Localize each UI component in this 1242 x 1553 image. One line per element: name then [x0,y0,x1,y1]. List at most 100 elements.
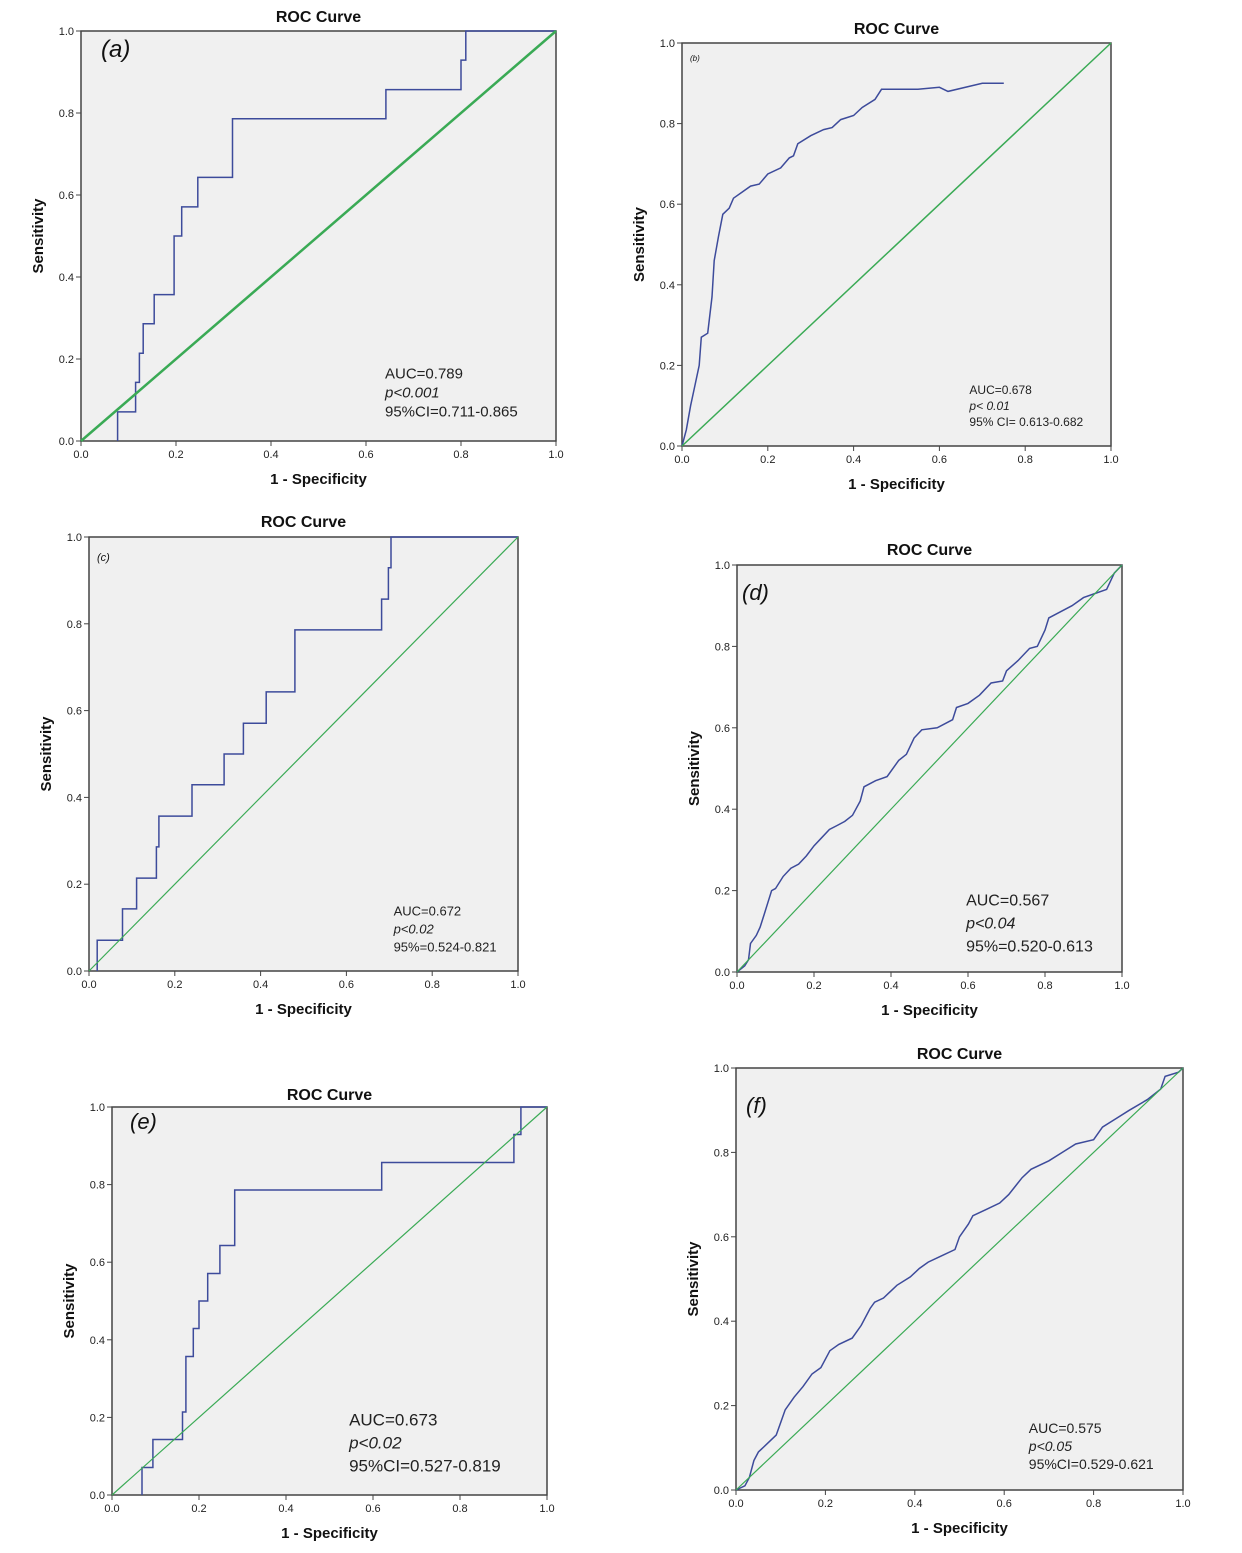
x-tick-label: 0.6 [365,1503,380,1515]
x-tick-label: 0.2 [806,980,821,992]
chart-title: ROC Curve [917,1046,1002,1063]
x-tick-label: 0.6 [358,449,373,461]
ci-annotation: 95%CI=0.529-0.621 [1029,1456,1154,1472]
auc-annotation: AUC=0.673 [349,1411,437,1430]
y-tick-label: 0.2 [714,1401,729,1413]
y-tick-label: 0.2 [59,354,74,366]
y-tick-label: 0.2 [90,1412,105,1424]
x-tick-label: 0.0 [729,980,744,992]
x-tick-label: 1.0 [539,1503,554,1515]
x-axis-label: 1 - Specificity [911,1520,1008,1537]
x-axis-label: 1 - Specificity [270,471,367,488]
y-tick-label: 0.2 [715,886,730,898]
y-tick-label: 0.8 [90,1180,105,1192]
roc-panel-f: ROC Curve 0.0 0.2 0.4 0.6 0.8 1.0 0.0 0.2 0.4 0.6 0… [685,1046,1191,1537]
p-value-annotation: p<0.02 [348,1434,402,1453]
x-tick-label: 0.0 [104,1503,119,1515]
roc-curve-line [735,1067,1184,1491]
x-tick-label: 0.6 [932,454,947,466]
x-tick-label: 1.0 [1175,1498,1190,1510]
y-tick-label: 1.0 [715,560,730,572]
chart-title: ROC Curve [854,21,939,38]
panel-label: (f) [746,1093,767,1118]
y-tick-label: 1.0 [714,1063,729,1075]
x-tick-label: 0.6 [960,980,975,992]
x-tick-label: 0.4 [846,454,861,466]
auc-annotation: AUC=0.672 [394,903,462,918]
y-tick-label: 0.6 [90,1257,105,1269]
ci-annotation: 95%CI=0.711-0.865 [385,403,518,420]
x-axis-label: 1 - Specificity [281,1525,378,1542]
roc-panel-b: ROC Curve 0.0 0.2 0.4 0.6 0.8 1.0 0.0 0.2 0.4 0.6 0… [631,21,1119,493]
panel-label: (b) [690,54,700,63]
p-value-annotation: p<0.02 [393,921,435,936]
panel-label: (e) [130,1109,157,1134]
x-tick-label: 0.2 [167,979,182,991]
roc-curve-line [736,564,1123,973]
y-tick-label: 0.6 [715,723,730,735]
y-tick-label: 0.4 [660,280,675,292]
y-tick-label: 0.2 [67,879,82,891]
y-tick-label: 0.4 [59,272,74,284]
auc-annotation: AUC=0.575 [1029,1420,1102,1436]
panel-label: (d) [742,580,769,605]
auc-annotation: AUC=0.678 [969,383,1032,397]
x-axis-label: 1 - Specificity [881,1002,978,1019]
x-tick-label: 0.8 [1018,454,1033,466]
y-axis-label: Sensitivity [38,716,55,792]
reference-line [681,42,1112,447]
x-tick-label: 0.6 [997,1498,1012,1510]
roc-panel-d: ROC Curve 0.0 0.2 0.4 0.6 0.8 1.0 0.0 0.2 0.4 0.6 0… [686,542,1130,1019]
chart-title: ROC Curve [287,1087,372,1104]
x-tick-label: 0.8 [1086,1498,1101,1510]
y-tick-label: 1.0 [660,38,675,50]
y-tick-label: 0.4 [90,1335,105,1347]
x-tick-label: 0.0 [73,449,88,461]
x-tick-label: 1.0 [1114,980,1129,992]
y-tick-label: 0.8 [715,641,730,653]
y-tick-label: 0.8 [67,619,82,631]
y-tick-label: 0.4 [67,792,82,804]
x-tick-label: 0.0 [81,979,96,991]
roc-panel-c: ROC Curve 0.0 0.2 0.4 0.6 0.8 1.0 0.0 0.2 0.4 0.6 0… [38,514,526,1018]
y-axis-label: Sensitivity [685,1241,702,1317]
y-tick-label: 0.0 [90,1490,105,1502]
auc-annotation: AUC=0.789 [385,365,463,382]
x-tick-label: 0.8 [453,449,468,461]
reference-line [111,1106,548,1496]
x-tick-label: 0.4 [263,449,278,461]
y-tick-label: 1.0 [67,532,82,544]
x-axis-label: 1 - Specificity [255,1001,352,1018]
p-value-annotation: p<0.05 [1028,1438,1072,1454]
x-tick-label: 0.4 [278,1503,293,1515]
p-value-annotation: p<0.001 [384,384,440,401]
chart-title: ROC Curve [276,9,361,26]
x-tick-label: 1.0 [1103,454,1118,466]
y-tick-label: 0.0 [67,966,82,978]
x-tick-label: 0.8 [452,1503,467,1515]
y-tick-label: 0.0 [715,967,730,979]
y-tick-label: 0.0 [660,441,675,453]
y-axis-label: Sensitivity [631,206,648,282]
chart-title: ROC Curve [887,542,972,559]
x-tick-label: 0.2 [760,454,775,466]
ci-annotation: 95%CI=0.527-0.819 [349,1457,501,1476]
y-tick-label: 0.2 [660,360,675,372]
x-tick-label: 0.4 [907,1498,922,1510]
y-tick-label: 1.0 [90,1102,105,1114]
y-axis-label: Sensitivity [30,198,47,274]
ci-annotation: 95%=0.524-0.821 [394,939,497,954]
roc-curve-line [96,536,518,971]
y-tick-label: 0.8 [660,119,675,131]
y-tick-label: 0.0 [714,1485,729,1497]
x-tick-label: 0.0 [728,1498,743,1510]
p-value-annotation: p< 0.01 [968,399,1009,413]
y-tick-label: 0.0 [59,436,74,448]
x-tick-label: 0.8 [1037,980,1052,992]
x-tick-label: 1.0 [510,979,525,991]
roc-curve-line [141,1106,547,1495]
p-value-annotation: p<0.04 [965,916,1015,933]
y-tick-label: 0.6 [714,1232,729,1244]
x-tick-label: 0.2 [168,449,183,461]
